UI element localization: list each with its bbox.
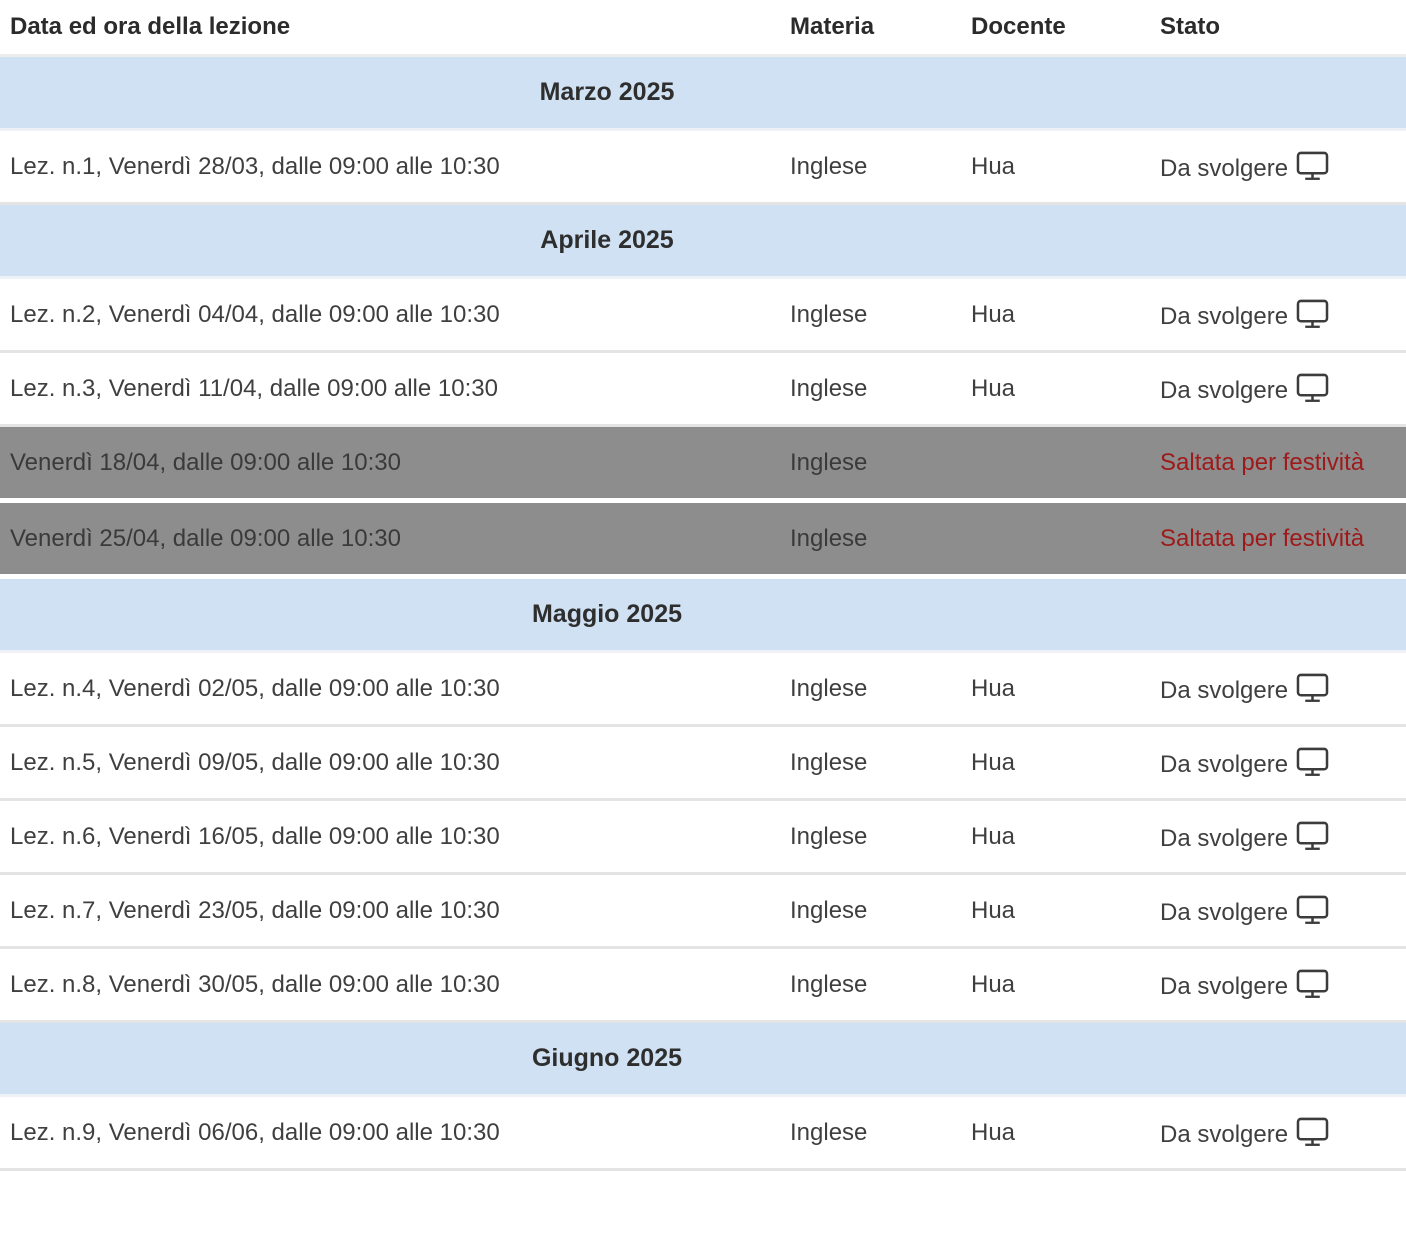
skipped-lesson-row: Venerdì 18/04, dalle 09:00 alle 10:30 Ing… — [0, 427, 1406, 503]
lesson-subject: Inglese — [780, 353, 961, 427]
monitor-icon[interactable] — [1296, 373, 1329, 403]
lesson-teacher — [961, 503, 1150, 579]
lesson-status: Da svolgere — [1160, 154, 1289, 182]
month-divider-row: Marzo 2025 — [0, 57, 1406, 131]
monitor-icon[interactable] — [1296, 299, 1329, 329]
lesson-row: Lez. n.7, Venerdì 23/05, dalle 09:00 all… — [0, 875, 1406, 949]
lesson-row: Lez. n.3, Venerdì 11/04, dalle 09:00 all… — [0, 353, 1406, 427]
lesson-teacher: Hua — [961, 653, 1150, 727]
lesson-status: Da svolgere — [1160, 750, 1289, 778]
lesson-status-cell: Da svolgere — [1150, 353, 1406, 427]
lesson-status-cell: Da svolgere — [1150, 875, 1406, 949]
table-body: Marzo 2025 Lez. n.1, Venerdì 28/03, dalle… — [0, 57, 1406, 1171]
month-divider-row: Aprile 2025 — [0, 205, 1406, 279]
skipped-status: Saltata per festività — [1160, 524, 1365, 552]
lesson-status: Da svolgere — [1160, 676, 1289, 704]
lesson-date: Lez. n.5, Venerdì 09/05, dalle 09:00 all… — [0, 727, 780, 801]
lesson-subject: Inglese — [780, 131, 961, 205]
lesson-date: Lez. n.8, Venerdì 30/05, dalle 09:00 all… — [0, 949, 780, 1023]
lesson-status: Da svolgere — [1160, 376, 1289, 404]
lesson-date: Venerdì 25/04, dalle 09:00 alle 10:30 — [0, 503, 780, 579]
lesson-status: Da svolgere — [1160, 824, 1289, 852]
column-header-teacher: Docente — [961, 0, 1150, 57]
lesson-status: Da svolgere — [1160, 898, 1289, 926]
lesson-date: Lez. n.1, Venerdì 28/03, dalle 09:00 all… — [0, 131, 780, 205]
monitor-icon[interactable] — [1296, 1117, 1329, 1147]
lesson-date: Lez. n.2, Venerdì 04/04, dalle 09:00 all… — [0, 279, 780, 353]
lesson-subject: Inglese — [780, 875, 961, 949]
lesson-status-cell: Saltata per festività — [1150, 427, 1406, 503]
lesson-status-cell: Da svolgere — [1150, 131, 1406, 205]
month-header: Aprile 2025 — [0, 205, 1406, 279]
lesson-row: Lez. n.5, Venerdì 09/05, dalle 09:00 all… — [0, 727, 1406, 801]
monitor-icon[interactable] — [1296, 747, 1329, 777]
lesson-subject: Inglese — [780, 1097, 961, 1171]
skipped-status: Saltata per festività — [1160, 448, 1365, 476]
lesson-status: Da svolgere — [1160, 1120, 1289, 1148]
lesson-date: Venerdì 18/04, dalle 09:00 alle 10:30 — [0, 427, 780, 503]
lesson-row: Lez. n.9, Venerdì 06/06, dalle 09:00 all… — [0, 1097, 1406, 1171]
lesson-status-cell: Da svolgere — [1150, 727, 1406, 801]
lesson-status-cell: Saltata per festività — [1150, 503, 1406, 579]
month-divider-row: Giugno 2025 — [0, 1023, 1406, 1097]
lesson-row: Lez. n.4, Venerdì 02/05, dalle 09:00 all… — [0, 653, 1406, 727]
lesson-subject: Inglese — [780, 949, 961, 1023]
monitor-icon[interactable] — [1296, 895, 1329, 925]
lesson-teacher — [961, 427, 1150, 503]
header-row: Data ed ora della lezione Materia Docent… — [0, 0, 1406, 57]
skipped-lesson-row: Venerdì 25/04, dalle 09:00 alle 10:30 Ing… — [0, 503, 1406, 579]
lesson-teacher: Hua — [961, 353, 1150, 427]
lesson-subject: Inglese — [780, 427, 961, 503]
monitor-icon[interactable] — [1296, 969, 1329, 999]
monitor-icon[interactable] — [1296, 673, 1329, 703]
lesson-teacher: Hua — [961, 875, 1150, 949]
lesson-date: Lez. n.9, Venerdì 06/06, dalle 09:00 all… — [0, 1097, 780, 1171]
lesson-status-cell: Da svolgere — [1150, 279, 1406, 353]
monitor-icon[interactable] — [1296, 151, 1329, 181]
lesson-subject: Inglese — [780, 801, 961, 875]
month-header: Marzo 2025 — [0, 57, 1406, 131]
lesson-row: Lez. n.6, Venerdì 16/05, dalle 09:00 all… — [0, 801, 1406, 875]
lesson-row: Lez. n.8, Venerdì 30/05, dalle 09:00 all… — [0, 949, 1406, 1023]
lesson-teacher: Hua — [961, 949, 1150, 1023]
column-header-subject: Materia — [780, 0, 961, 57]
lesson-status-cell: Da svolgere — [1150, 949, 1406, 1023]
lesson-status-cell: Da svolgere — [1150, 1097, 1406, 1171]
lesson-status-cell: Da svolgere — [1150, 653, 1406, 727]
monitor-icon[interactable] — [1296, 821, 1329, 851]
lesson-status: Da svolgere — [1160, 972, 1289, 1000]
lesson-subject: Inglese — [780, 503, 961, 579]
lesson-date: Lez. n.6, Venerdì 16/05, dalle 09:00 all… — [0, 801, 780, 875]
lesson-teacher: Hua — [961, 801, 1150, 875]
lessons-table: Data ed ora della lezione Materia Docent… — [0, 0, 1406, 1171]
lesson-status: Da svolgere — [1160, 302, 1289, 330]
lesson-subject: Inglese — [780, 279, 961, 353]
lesson-status-cell: Da svolgere — [1150, 801, 1406, 875]
lesson-date: Lez. n.4, Venerdì 02/05, dalle 09:00 all… — [0, 653, 780, 727]
lesson-date: Lez. n.3, Venerdì 11/04, dalle 09:00 all… — [0, 353, 780, 427]
table-header: Data ed ora della lezione Materia Docent… — [0, 0, 1406, 57]
lesson-subject: Inglese — [780, 653, 961, 727]
lesson-subject: Inglese — [780, 727, 961, 801]
lesson-teacher: Hua — [961, 727, 1150, 801]
month-divider-row: Maggio 2025 — [0, 579, 1406, 653]
lesson-teacher: Hua — [961, 1097, 1150, 1171]
month-header: Maggio 2025 — [0, 579, 1406, 653]
month-header: Giugno 2025 — [0, 1023, 1406, 1097]
lesson-teacher: Hua — [961, 279, 1150, 353]
column-header-status: Stato — [1150, 0, 1406, 57]
column-header-date: Data ed ora della lezione — [0, 0, 780, 57]
lesson-teacher: Hua — [961, 131, 1150, 205]
lesson-row: Lez. n.2, Venerdì 04/04, dalle 09:00 all… — [0, 279, 1406, 353]
lesson-row: Lez. n.1, Venerdì 28/03, dalle 09:00 all… — [0, 131, 1406, 205]
lesson-date: Lez. n.7, Venerdì 23/05, dalle 09:00 all… — [0, 875, 780, 949]
